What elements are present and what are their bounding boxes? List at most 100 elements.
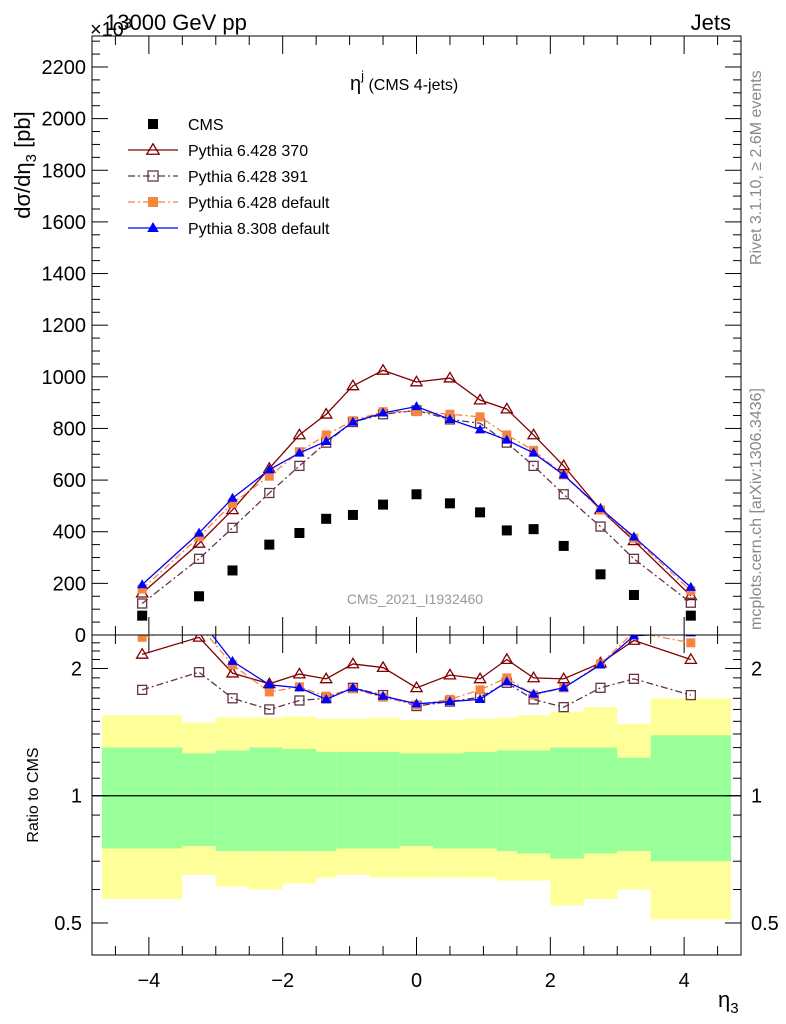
marker-square — [347, 509, 358, 520]
marker-square — [137, 635, 147, 642]
marker-square — [686, 638, 696, 648]
marker-triangle — [474, 693, 486, 703]
marker-triangle — [321, 435, 332, 445]
marker-square — [137, 584, 147, 594]
band-inner — [182, 753, 216, 847]
legend: CMS Pythia 6.428 370 Pythia 6.428 391 Pythi… — [128, 117, 330, 238]
marker-square — [137, 610, 148, 621]
x-tick-label: 0 — [411, 970, 422, 992]
chart-title-main: η — [350, 73, 361, 95]
marker-square — [195, 621, 204, 630]
marker-triangle — [558, 469, 569, 479]
marker-square-open — [227, 693, 238, 704]
marker-triangle — [264, 464, 275, 474]
marker-triangle — [411, 698, 422, 708]
legend-item: Pythia 6.428 default — [128, 195, 330, 212]
marker-triangle — [147, 222, 159, 232]
marker-triangle — [501, 676, 512, 686]
marker-triangle — [227, 655, 238, 665]
marker-square-open — [227, 522, 238, 534]
marker-triangle — [685, 581, 696, 591]
y-tick-label: 800 — [53, 418, 86, 440]
marker-triangle-open — [319, 407, 333, 419]
marker-square — [228, 498, 238, 508]
marker-square-open — [595, 682, 606, 693]
marker-triangle-open — [319, 671, 333, 684]
marker-square — [264, 471, 274, 481]
mcplots-label: mcplots.cern.ch [arXiv:1306.3436] — [748, 388, 765, 630]
y-multiplier-base: ×10 — [90, 19, 124, 41]
y-tick-label: 200 — [53, 573, 86, 595]
ratio-frame — [91, 634, 742, 956]
marker-square — [264, 539, 275, 550]
marker-triangle — [628, 531, 640, 541]
marker-triangle — [294, 682, 305, 692]
energy-label: 13000 GeV pp — [105, 10, 247, 35]
ratio-bands — [102, 698, 731, 920]
band-inner — [650, 735, 731, 862]
marker-square — [558, 540, 569, 551]
ratio-tick-label-left: 1 — [71, 786, 82, 808]
marker-square-open — [558, 702, 569, 713]
marker-square — [475, 412, 485, 422]
marker-square — [194, 532, 204, 542]
marker-triangle-open — [443, 668, 457, 680]
marker-triangle — [595, 659, 606, 669]
series-line — [141, 409, 692, 605]
marker-triangle — [558, 682, 569, 692]
main-y-axis: 0 200 400 600 800 1000 1200 1400 1600 1800 2000 220… — [42, 40, 741, 647]
y-tick-label: 1400 — [42, 264, 87, 286]
marker-square — [628, 589, 639, 600]
y-axis-label-unit: [pb] — [10, 111, 35, 154]
marker-square-open — [628, 673, 640, 685]
ratio-tick-label-left: 2 — [71, 658, 82, 680]
rivet-label: Rivet 3.1.10, ≥ 2.6M events — [748, 70, 765, 265]
marker-triangle-open — [225, 666, 240, 678]
marker-triangle — [528, 447, 539, 457]
marker-triangle-open — [192, 635, 206, 642]
legend-label: Pythia 6.428 default — [188, 195, 330, 212]
marker-triangle — [227, 492, 238, 502]
marker-square — [412, 407, 421, 417]
y-axis-label-main: dσ/dη — [10, 162, 35, 218]
marker-square-open — [294, 460, 305, 472]
marker-triangle-open — [376, 660, 390, 673]
ratio-tick-label-right: 0.5 — [751, 913, 779, 935]
marker-triangle — [347, 416, 359, 426]
x-axis: −4 −2 0 2 4 — [114, 36, 719, 992]
y-multiplier: ×103 — [90, 15, 132, 41]
marker-square — [685, 610, 696, 621]
band-inner — [583, 747, 618, 854]
y-multiplier-exp: 3 — [124, 15, 132, 31]
marker-square-open — [558, 489, 569, 500]
series-1 — [135, 363, 698, 601]
band-inner — [516, 750, 551, 854]
marker-square-open — [193, 667, 205, 678]
y-tick-label: 2000 — [42, 109, 87, 131]
series-line — [141, 369, 692, 597]
marker-triangle-open — [192, 536, 206, 548]
marker-triangle-open — [409, 680, 424, 693]
y-tick-label: 1200 — [42, 315, 87, 337]
legend-item: Pythia 6.428 370 — [128, 142, 308, 160]
marker-square — [475, 685, 485, 695]
legend-label: Pythia 6.428 391 — [188, 169, 308, 186]
series-2 — [137, 405, 696, 609]
band-inner — [249, 747, 283, 852]
marker-square-open — [137, 598, 148, 609]
marker-square-open — [595, 521, 606, 532]
legend-label: Pythia 8.308 default — [188, 221, 330, 238]
marker-square — [475, 507, 486, 518]
ratio-line — [141, 636, 692, 689]
marker-triangle-open — [684, 652, 698, 664]
marker-square — [528, 524, 539, 535]
marker-square — [294, 528, 305, 539]
marker-triangle-open — [627, 635, 641, 645]
marker-square — [444, 498, 455, 509]
marker-square — [227, 565, 238, 576]
main-panel: 0200400600800100012001400160018002000220… — [42, 35, 742, 992]
y-axis-label-sub: 3 — [23, 154, 40, 162]
process-label: Jets — [691, 10, 731, 35]
